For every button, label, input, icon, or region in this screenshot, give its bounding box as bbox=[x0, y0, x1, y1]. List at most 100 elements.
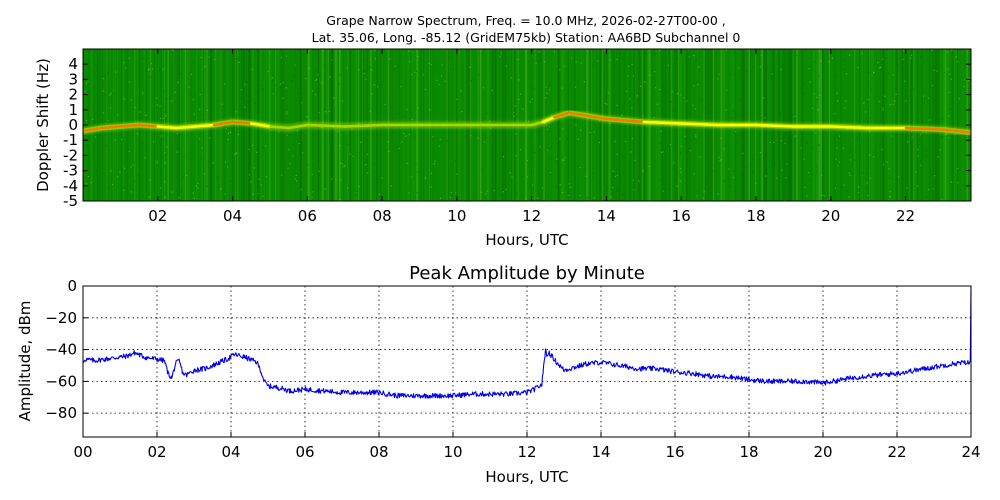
spectrogram-speckle bbox=[358, 185, 360, 188]
spectrogram-speckle bbox=[236, 58, 239, 60]
spectrogram-speckle bbox=[922, 95, 925, 97]
spectrogram-speckle bbox=[837, 165, 839, 167]
spectrogram-speckle bbox=[533, 88, 535, 90]
spectrogram-speckle bbox=[342, 163, 344, 165]
spectrogram-speckle bbox=[654, 53, 656, 55]
spectrogram-speckle bbox=[897, 176, 900, 178]
spectrogram-y-tick-label: -5 bbox=[63, 192, 78, 210]
spectrogram-x-tick-label: 14 bbox=[597, 207, 616, 225]
spectrogram-speckle bbox=[890, 135, 893, 137]
spectrogram-speckle bbox=[139, 50, 141, 52]
spectrogram-speckle bbox=[686, 100, 688, 102]
amplitude-title: Peak Amplitude by Minute bbox=[409, 263, 645, 284]
spectrogram-speckle bbox=[164, 162, 166, 164]
spectrogram-speckle bbox=[185, 174, 187, 177]
spectrogram-speckle bbox=[650, 51, 652, 53]
spectrogram-speckle bbox=[438, 145, 440, 147]
spectrogram-speckle bbox=[598, 141, 600, 144]
spectrogram-speckle bbox=[526, 159, 528, 161]
spectrogram-speckle bbox=[575, 61, 577, 63]
spectrogram-speckle bbox=[732, 110, 734, 112]
spectrogram-speckle bbox=[926, 196, 928, 198]
spectrogram-speckle bbox=[329, 76, 331, 78]
doppler-trace-segment bbox=[83, 126, 103, 133]
spectrogram-speckle bbox=[378, 193, 381, 195]
spectrogram-speckle bbox=[248, 148, 250, 150]
spectrogram-speckle bbox=[422, 74, 425, 76]
spectrogram-speckle bbox=[719, 160, 721, 162]
spectrogram-speckle bbox=[141, 142, 144, 144]
spectrogram-speckle bbox=[625, 49, 627, 51]
spectrogram-speckle bbox=[929, 119, 931, 121]
amplitude-x-tick-label: 24 bbox=[961, 443, 980, 461]
spectrogram-speckle bbox=[111, 184, 114, 186]
spectrogram-speckle bbox=[554, 51, 556, 53]
spectrogram-speckle bbox=[156, 160, 158, 162]
spectrogram-speckle bbox=[623, 102, 625, 104]
spectrogram-y-tick-label: 4 bbox=[68, 55, 78, 73]
spectrogram-speckle bbox=[653, 116, 655, 118]
spectrogram-speckle bbox=[654, 71, 656, 73]
spectrogram-speckle bbox=[105, 145, 107, 147]
spectrogram-speckle bbox=[107, 187, 109, 189]
spectrogram-x-tick-label: 10 bbox=[447, 207, 466, 225]
spectrogram-speckle bbox=[614, 140, 616, 142]
spectrogram-speckle bbox=[432, 138, 434, 140]
spectrogram-speckle bbox=[278, 131, 280, 133]
spectrogram-speckle bbox=[732, 170, 734, 172]
spectrogram-speckle bbox=[823, 195, 825, 197]
spectrogram-speckle bbox=[389, 58, 391, 60]
spectrogram-speckle bbox=[514, 105, 516, 107]
spectrogram-speckle bbox=[260, 184, 262, 186]
spectrogram-speckle bbox=[960, 189, 962, 191]
spectrogram-speckle bbox=[535, 199, 537, 201]
spectrogram-speckle bbox=[603, 103, 605, 105]
spectrogram-speckle bbox=[156, 162, 158, 164]
spectrogram-speckle bbox=[948, 91, 950, 93]
spectrogram-speckle bbox=[728, 168, 730, 170]
spectrogram-speckle bbox=[803, 93, 805, 95]
spectrogram-speckle bbox=[674, 62, 676, 64]
spectrogram-speckle bbox=[153, 141, 155, 143]
spectrogram-speckle bbox=[843, 184, 845, 186]
spectrogram-speckle bbox=[648, 165, 650, 168]
spectrogram-speckle bbox=[913, 88, 915, 90]
spectrogram-speckle bbox=[409, 61, 411, 63]
spectrogram-speckle bbox=[436, 79, 438, 81]
spectrogram-speckle bbox=[374, 49, 376, 51]
spectrogram-speckle bbox=[545, 86, 547, 88]
spectrogram-speckle bbox=[142, 194, 145, 197]
spectrogram-speckle bbox=[861, 52, 864, 54]
spectrogram-speckle bbox=[529, 101, 531, 103]
spectrogram-speckle bbox=[90, 182, 92, 184]
spectrogram-speckle bbox=[577, 166, 579, 168]
spectrogram-streak bbox=[93, 49, 95, 201]
spectrogram-speckle bbox=[162, 68, 165, 70]
spectrogram-speckle bbox=[718, 73, 720, 75]
spectrogram-speckle bbox=[821, 174, 823, 176]
spectrogram-speckle bbox=[191, 73, 193, 76]
spectrogram-speckle bbox=[358, 69, 360, 71]
spectrogram-speckle bbox=[803, 82, 805, 84]
spectrogram-speckle bbox=[256, 151, 258, 153]
spectrogram-speckle bbox=[735, 141, 737, 143]
spectrogram-speckle bbox=[166, 98, 168, 100]
spectrogram-speckle bbox=[365, 164, 367, 166]
spectrogram-speckle bbox=[769, 141, 771, 143]
spectrogram-speckle bbox=[567, 194, 569, 197]
spectrogram-speckle bbox=[735, 131, 737, 133]
amplitude-x-ticks: 00 02 04 06 08 10 12 14 16 18 20 22 24 bbox=[73, 432, 981, 461]
spectrogram-speckle bbox=[693, 55, 695, 57]
spectrogram-speckle bbox=[967, 123, 969, 125]
spectrogram-speckle bbox=[263, 60, 265, 62]
spectrogram-speckle bbox=[579, 166, 581, 168]
spectrogram-streak bbox=[574, 49, 576, 201]
spectrogram-speckle bbox=[656, 103, 659, 105]
spectrogram-speckle bbox=[196, 129, 198, 131]
spectrogram-speckle bbox=[416, 192, 418, 194]
spectrogram-speckle bbox=[478, 74, 480, 76]
spectrogram-speckle bbox=[360, 141, 362, 143]
spectrogram-speckle bbox=[669, 188, 671, 190]
spectrogram-speckle bbox=[854, 159, 856, 161]
